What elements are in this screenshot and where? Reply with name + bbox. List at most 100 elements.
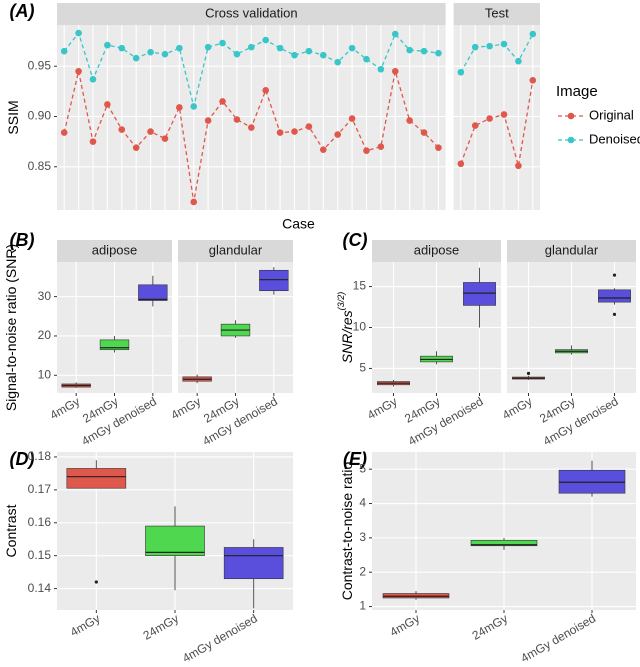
point: [363, 147, 370, 154]
point: [515, 162, 522, 170]
box: [259, 269, 289, 292]
point: [291, 51, 298, 59]
point: [348, 44, 356, 52]
strip-label: adipose: [92, 242, 138, 257]
strip-background: [178, 240, 293, 262]
legend-marker: [567, 136, 575, 144]
strip-background: [57, 3, 446, 25]
point: [420, 129, 428, 136]
point: [262, 36, 270, 44]
box: [99, 339, 130, 351]
strip-label: glandular: [209, 242, 263, 257]
point: [486, 115, 493, 122]
point: [190, 198, 198, 206]
y-axis-label-text: Contrast: [3, 504, 19, 557]
legend-label: Denoised: [589, 131, 640, 146]
x-tick-label: 4mGy denoised: [180, 611, 260, 665]
y-tick-label: 10: [353, 320, 367, 334]
panel-label: (E): [343, 449, 367, 469]
strip-label: Cross validation: [205, 5, 298, 20]
y-tick-label: 20: [38, 328, 52, 342]
outlier: [612, 312, 617, 316]
y-tick-label: 2: [359, 564, 366, 578]
point: [391, 30, 399, 38]
point: [89, 75, 97, 83]
point: [529, 30, 537, 38]
point: [348, 115, 356, 122]
strip-background: [453, 3, 540, 25]
series-line: [63, 31, 439, 107]
point: [176, 44, 183, 52]
y-tick-label: 3: [359, 530, 366, 544]
y-tick-label: 0.15: [28, 548, 52, 562]
y-tick-label: 5: [359, 361, 366, 375]
y-tick-label: 10: [38, 367, 52, 381]
x-axis-label: Case: [282, 216, 315, 232]
point: [435, 144, 442, 151]
y-axis-label: SNR/res(3/2): [336, 292, 354, 363]
y-tick-label: 1: [359, 599, 366, 613]
y-tick-label: 0.90: [28, 109, 52, 123]
point: [319, 146, 327, 153]
x-tick-label: 4mGy denoised: [406, 394, 486, 448]
box: [66, 468, 127, 489]
box: [470, 539, 538, 547]
point: [500, 40, 508, 48]
panel-label: (B): [10, 230, 35, 250]
point: [486, 42, 493, 50]
box: [223, 547, 284, 580]
point: [420, 47, 428, 55]
point: [406, 46, 413, 54]
y-tick-label: 0.14: [28, 581, 52, 595]
point: [262, 87, 270, 94]
point: [471, 43, 479, 51]
box: [138, 284, 168, 301]
series-line: [460, 33, 534, 73]
point: [219, 98, 226, 105]
y-axis-label: Contrast: [3, 504, 19, 557]
legend-title: Image: [556, 83, 598, 100]
point: [190, 103, 198, 110]
point: [457, 68, 465, 76]
y-axis-label-text: SNR/res: [339, 310, 355, 363]
legend-marker: [567, 112, 575, 120]
y-axis-label: Contrast-to-noise ratio: [339, 462, 355, 601]
y-tick-label: 0.95: [28, 58, 52, 72]
point: [176, 104, 183, 111]
point: [233, 116, 241, 123]
point: [104, 101, 111, 108]
box: [145, 525, 205, 556]
point: [334, 58, 341, 66]
x-tick-label: 4mGy: [48, 394, 83, 422]
point: [406, 117, 413, 124]
point: [435, 49, 442, 57]
point: [377, 65, 385, 73]
strip-label: Test: [485, 5, 509, 20]
point: [219, 39, 226, 47]
point: [60, 129, 68, 136]
point: [60, 47, 68, 55]
y-tick-label: 30: [38, 289, 52, 303]
point: [132, 54, 140, 62]
x-tick-label: 4mGy: [365, 394, 400, 422]
y-tick-label: 0.85: [28, 159, 52, 173]
point: [319, 51, 327, 59]
x-tick-label: 4mGy: [387, 611, 422, 639]
point: [305, 123, 313, 130]
strip-label: glandular: [545, 242, 599, 257]
y-axis-label: Signal-to-noise ratio (SNR): [3, 244, 19, 411]
point: [89, 138, 97, 145]
y-axis-label-text: Contrast-to-noise ratio: [339, 462, 355, 601]
point: [161, 135, 169, 142]
point: [363, 55, 370, 63]
x-tick-label: 4mGy: [500, 394, 535, 422]
point: [391, 67, 399, 75]
x-tick-label: 4mGy: [169, 394, 204, 422]
point: [334, 131, 341, 138]
legend-label: Original: [589, 107, 634, 122]
x-tick-label: 4mGy denoised: [541, 394, 621, 448]
panel-background: [453, 25, 540, 210]
point: [305, 47, 313, 55]
